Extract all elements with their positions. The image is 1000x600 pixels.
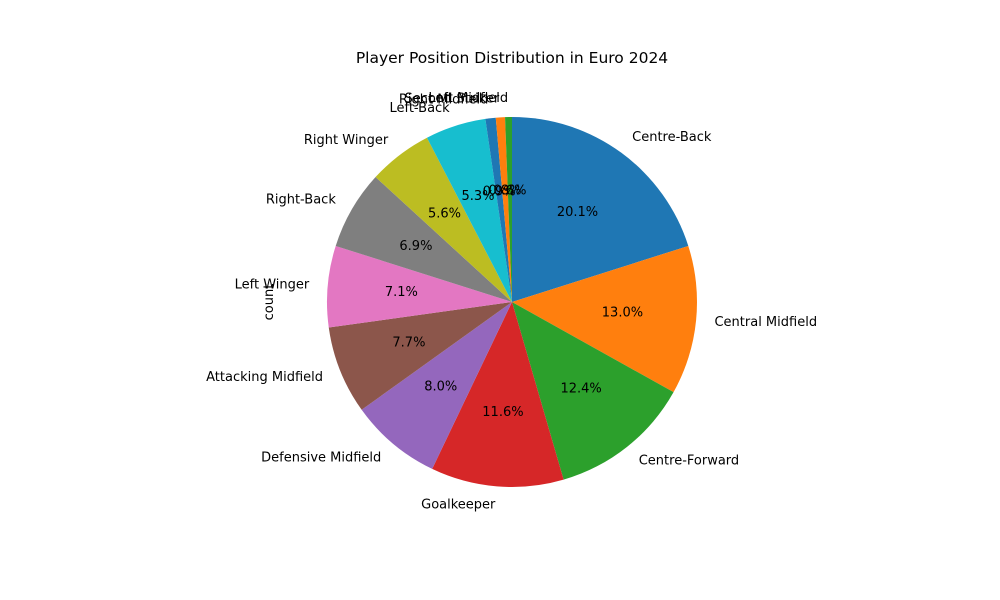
- slice-percent-attacking-midfield: 7.7%: [392, 336, 425, 351]
- chart-title: Player Position Distribution in Euro 202…: [356, 49, 668, 67]
- pie-slice-central-midfield: [512, 245, 697, 393]
- pie-slice-left-winger: [326, 245, 512, 328]
- slice-label-right-winger: Right Winger: [304, 133, 389, 148]
- slice-percent-second-striker: 0.8%: [489, 184, 522, 199]
- pie-slice-left-midfield: [505, 116, 512, 302]
- pie-slice-right-back: [335, 177, 512, 302]
- pie-slice-centre-forward: [512, 302, 674, 480]
- slice-percent-left-back: 5.3%: [462, 189, 495, 204]
- pie-slice-centre-back: [512, 117, 689, 302]
- y-axis-label: count: [262, 284, 277, 321]
- slice-percent-centre-back: 20.1%: [557, 205, 598, 220]
- slice-label-centre-back: Centre-Back: [632, 130, 712, 145]
- slice-label-left-back: Left-Back: [389, 101, 450, 116]
- pie-slice-left-back: [426, 118, 512, 303]
- slice-percent-labels: 20.1% 13.0% 12.4% 11.6% 8.0% 7.7% 7.1% 6.9% 5.6%…: [385, 184, 643, 421]
- slice-label-attacking-midfield: Attacking Midfield: [206, 370, 323, 385]
- slice-label-second-striker: Second Striker: [405, 91, 500, 106]
- slice-label-left-midfield: Left Midfield: [428, 91, 508, 106]
- slice-label-defensive-midfield: Defensive Midfield: [261, 450, 381, 465]
- pie-slice-right-winger: [375, 137, 512, 302]
- slice-labels: Centre-Back Central Midfield Centre-Forwar…: [206, 91, 817, 512]
- slice-percent-right-midfield: 0.9%: [483, 184, 516, 199]
- slice-label-central-midfield: Central Midfield: [714, 315, 817, 330]
- pie-slice-second-striker: [495, 117, 512, 302]
- slice-label-right-midfield: Right Midfield: [399, 92, 489, 107]
- slice-percent-left-winger: 7.1%: [385, 285, 418, 300]
- pie-slice-defensive-midfield: [361, 302, 512, 469]
- slice-percent-central-midfield: 13.0%: [602, 306, 643, 321]
- slice-percent-goalkeeper: 11.6%: [482, 405, 523, 420]
- slice-percent-left-midfield: 0.6%: [493, 184, 526, 199]
- pie-slice-goalkeeper: [432, 302, 564, 487]
- pie-slices: [326, 116, 697, 487]
- pie-slice-attacking-midfield: [328, 302, 512, 410]
- slice-percent-right-winger: 5.6%: [428, 206, 461, 221]
- slice-label-centre-forward: Centre-Forward: [639, 454, 739, 469]
- slice-percent-defensive-midfield: 8.0%: [424, 380, 457, 395]
- pie-slice-right-midfield: [485, 117, 512, 302]
- slice-label-goalkeeper: Goalkeeper: [421, 497, 496, 512]
- slice-label-left-winger: Left Winger: [235, 277, 310, 292]
- slice-percent-centre-forward: 12.4%: [560, 381, 601, 396]
- slice-percent-right-back: 6.9%: [399, 239, 432, 254]
- slice-label-right-back: Right-Back: [266, 193, 336, 208]
